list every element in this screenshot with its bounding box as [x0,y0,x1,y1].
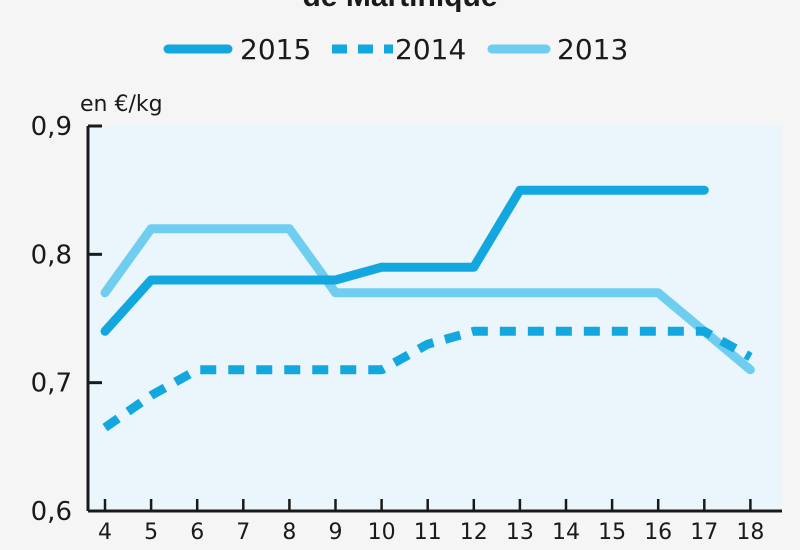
x-tick-label: 7 [236,520,250,545]
legend-label-2013: 2013 [557,33,628,66]
y-tick-label: 0,7 [31,369,72,399]
x-tick-label: 14 [552,520,580,545]
x-tick-label: 15 [598,520,626,545]
x-tick-label: 17 [690,520,718,545]
chart-title: de Martinique [0,0,800,14]
x-tick-label: 8 [282,520,296,545]
x-tick-label: 10 [368,520,396,545]
x-tick-label: 11 [414,520,442,545]
x-tick-label: 4 [98,520,112,545]
x-tick-label: 16 [644,520,672,545]
legend-label-2014: 2014 [395,33,466,66]
series-line-2015 [100,185,709,336]
axes: 0,6 0,7 0,8 0,9 4 5 6 7 8 9 10 11 12 13 14 15 16 17 18 [31,112,782,545]
x-tick-label: 9 [329,520,343,545]
y-tick-label: 0,8 [31,240,72,270]
legend-label-2015: 2015 [240,33,311,66]
y-tick-label: 0,9 [31,112,72,142]
x-tick-label: 13 [506,520,534,545]
y-axis-label: en €/kg [80,92,163,117]
x-tick-label: 12 [460,520,488,545]
series-lines [100,185,755,432]
x-tick-label: 6 [190,520,204,545]
x-tick-label: 18 [736,520,764,545]
plot-area [88,126,782,511]
series-line-2013 [100,224,755,375]
series-line-2014 [102,326,753,432]
legend: 2015 2014 2013 [163,33,628,66]
x-tick-label: 5 [144,520,158,545]
y-tick-label: 0,6 [31,497,72,527]
